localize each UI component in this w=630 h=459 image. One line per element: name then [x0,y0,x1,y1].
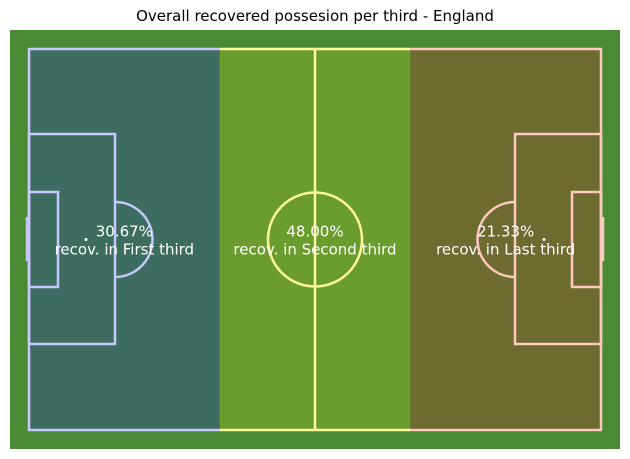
zone-1-description-label: recov. in First third [55,241,195,259]
center-circle [266,191,364,288]
right-penalty-spot [542,238,546,241]
zone-2-description-label: recov. in Second third [233,241,396,259]
zone-3-description-label: recov. in Last third [436,241,575,259]
left-six-yard-box [27,190,60,289]
zone-3-fill [410,49,601,430]
zone-3-value-label: 21.33% [477,223,534,241]
left-penalty-spot [84,238,88,241]
zone-2-value-label: 48.00% [286,223,343,241]
zone-1-value-label: 30.67% [96,223,153,241]
zone-1-fill [29,49,220,430]
right-penalty-arc [476,200,516,279]
left-penalty-arc [114,200,154,279]
right-six-yard-box [570,190,603,289]
chart-title: Overall recovered possesion per third - … [136,7,494,25]
